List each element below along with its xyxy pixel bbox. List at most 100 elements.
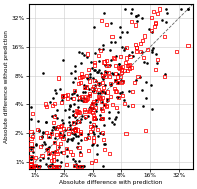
Point [80, 165, 83, 168]
Point [30, 163, 33, 166]
Point [140, 50, 143, 53]
Point [156, 58, 159, 61]
Point [62, 151, 65, 154]
Point [47, 153, 50, 156]
Point [99, 108, 102, 111]
Point [100, 100, 103, 103]
Point [111, 73, 114, 76]
Point [144, 129, 147, 132]
Point [31, 165, 34, 168]
Point [125, 132, 128, 135]
Point [69, 128, 72, 131]
Point [131, 104, 134, 107]
Point [30, 162, 33, 165]
Point [68, 123, 71, 126]
Point [92, 117, 95, 120]
Point [51, 150, 55, 153]
Point [109, 48, 112, 51]
Point [128, 90, 131, 93]
Point [30, 118, 33, 121]
Point [134, 23, 137, 26]
Point [42, 131, 45, 134]
Point [130, 66, 133, 69]
Point [113, 72, 117, 75]
Point [113, 87, 116, 90]
Point [153, 25, 156, 28]
Point [164, 72, 167, 75]
Point [92, 25, 96, 28]
Point [31, 135, 34, 138]
Point [144, 81, 147, 84]
Point [115, 90, 118, 93]
Point [117, 95, 120, 98]
Point [89, 108, 92, 111]
Point [103, 60, 106, 64]
Point [95, 144, 98, 147]
Point [158, 8, 161, 11]
Point [30, 163, 33, 166]
Point [165, 20, 168, 23]
Point [73, 89, 76, 92]
Point [121, 80, 124, 83]
Point [30, 157, 33, 160]
Point [59, 135, 62, 138]
Point [91, 87, 94, 90]
Point [128, 63, 131, 66]
Point [109, 22, 112, 25]
Point [89, 60, 92, 63]
Point [72, 80, 75, 83]
Point [35, 165, 38, 168]
Point [134, 78, 137, 81]
Point [30, 165, 33, 168]
Point [52, 155, 55, 158]
Point [72, 128, 75, 131]
Point [130, 20, 133, 23]
Point [99, 97, 102, 100]
Point [92, 85, 96, 88]
Point [49, 165, 52, 168]
Point [154, 68, 157, 71]
Point [92, 143, 95, 146]
Point [102, 86, 105, 89]
Point [107, 64, 110, 67]
Point [30, 158, 33, 161]
Point [138, 75, 141, 78]
Point [97, 68, 100, 71]
Point [110, 82, 113, 85]
Point [134, 14, 137, 17]
Point [59, 132, 62, 135]
Point [86, 136, 90, 139]
Point [75, 109, 78, 112]
Point [99, 113, 102, 116]
Point [109, 82, 112, 85]
Point [126, 69, 129, 72]
Point [99, 132, 102, 135]
Point [50, 129, 53, 132]
Point [119, 66, 122, 69]
Point [48, 136, 51, 139]
Point [116, 76, 119, 79]
Point [71, 153, 74, 156]
Point [145, 61, 148, 64]
Point [79, 150, 82, 153]
Point [121, 65, 124, 68]
Point [45, 148, 48, 151]
Point [92, 69, 95, 72]
Point [154, 22, 157, 25]
Point [55, 150, 59, 153]
Point [46, 157, 50, 160]
Point [154, 53, 157, 56]
Point [70, 131, 73, 134]
Point [55, 127, 58, 130]
Point [87, 149, 90, 152]
Point [97, 70, 100, 74]
Point [44, 121, 47, 124]
Point [55, 109, 59, 112]
Point [94, 51, 97, 54]
Point [79, 153, 82, 156]
Point [67, 132, 70, 135]
Point [30, 143, 33, 146]
Point [88, 105, 91, 108]
Point [98, 118, 101, 121]
Point [50, 114, 53, 117]
